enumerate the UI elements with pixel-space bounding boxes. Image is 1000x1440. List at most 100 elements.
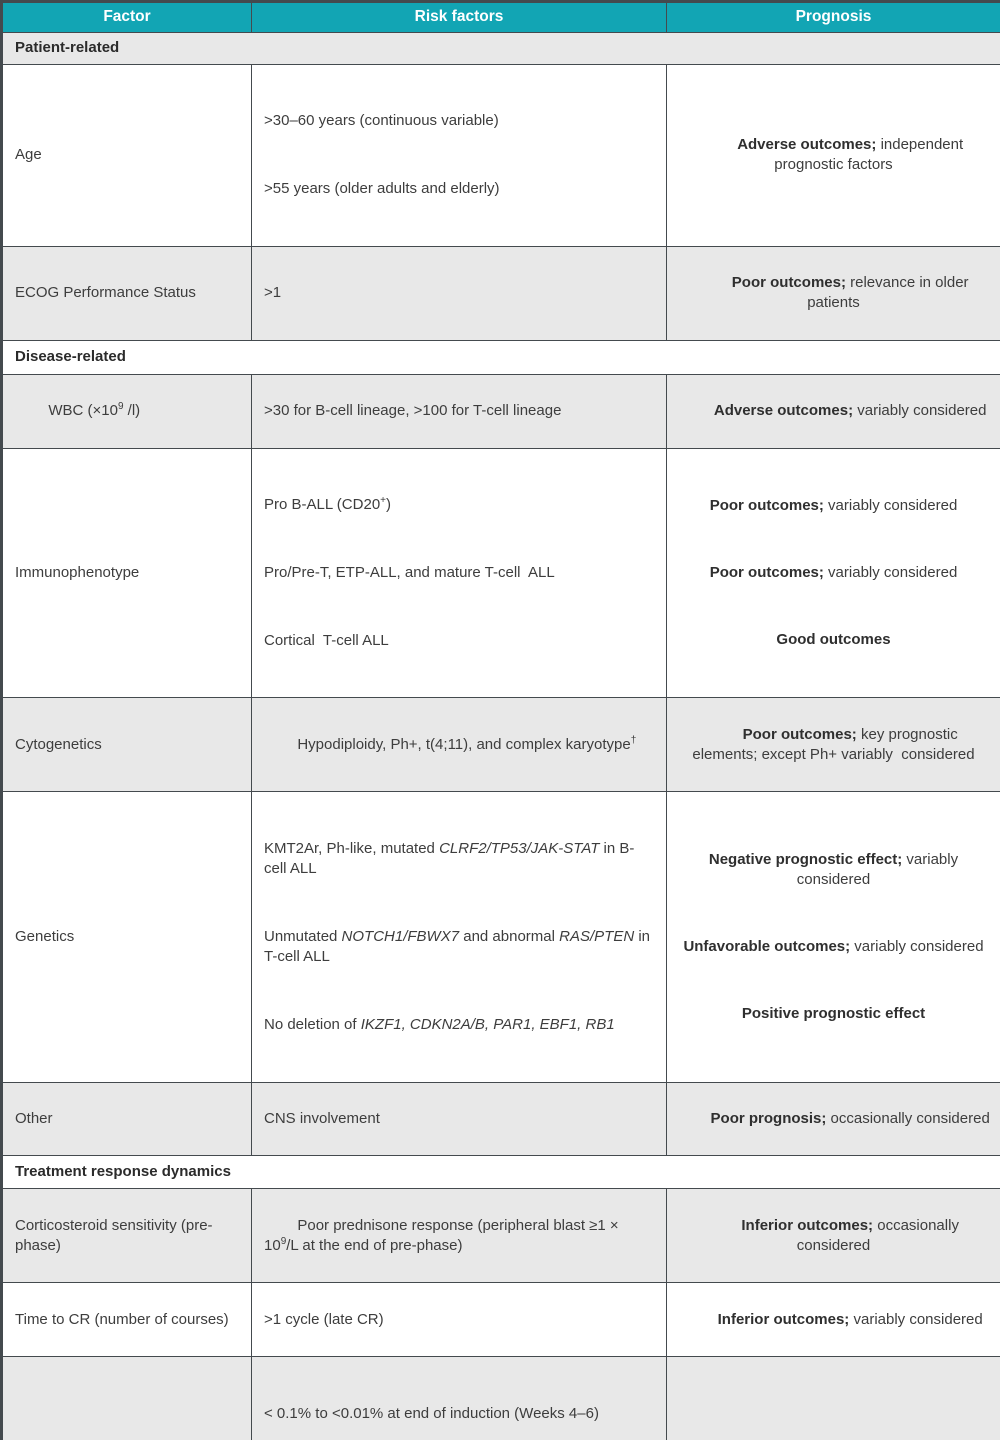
risk-text: ) — [386, 496, 391, 513]
gene-name: RAS/PTEN — [559, 928, 634, 945]
factor-cell: Genetics — [2, 792, 252, 1082]
risk-text: >1 — [264, 284, 281, 301]
factor-cell: Age — [2, 64, 252, 246]
prognosis-line: Negative prognostic effect; variably con… — [677, 850, 990, 891]
prognosis-detail: variably considered — [849, 1311, 982, 1328]
factor-label: WBC (×10 — [48, 402, 118, 419]
gene-name: CLRF2/TP53/JAK-STAT — [439, 840, 599, 857]
section-row-patient-related: Patient-related — [2, 32, 1000, 64]
risk-text: Pro B-ALL (CD20 — [264, 496, 380, 513]
prognosis-detail: variably considered — [824, 564, 957, 581]
table-row-ecog: ECOG Performance Status >1 Poor outcomes… — [2, 246, 1000, 340]
factor-label: Immunophenotype — [15, 564, 139, 581]
factor-cell: Corticosteroid sensitivity (pre-phase) — [2, 1189, 252, 1283]
factor-label: /l) — [124, 402, 141, 419]
risk-line: >55 years (older adults and elderly) — [264, 179, 654, 199]
prognosis-cell: Adverse outcomes; independent prognostic… — [667, 64, 1000, 246]
prognosis-detail: variably considered — [824, 497, 957, 514]
gene-name: NOTCH1/FBWX7 — [342, 928, 460, 945]
factor-cell: Immunophenotype — [2, 448, 252, 698]
dagger-footnote-mark: † — [631, 735, 637, 746]
risk-line: >30–60 years (continuous variable) — [264, 111, 654, 131]
risk-text: CNS involvement — [264, 1110, 380, 1127]
table-row-wbc: WBC (×109 /l) >30 for B-cell lineage, >1… — [2, 374, 1000, 448]
risk-cell: KMT2Ar, Ph-like, mutated CLRF2/TP53/JAK-… — [252, 792, 667, 1082]
factor-label: Other — [15, 1110, 53, 1127]
table-row-age: Age >30–60 years (continuous variable) >… — [2, 64, 1000, 246]
risk-cell: >30 for B-cell lineage, >100 for T-cell … — [252, 374, 667, 448]
factor-cell: Other — [2, 1082, 252, 1156]
risk-cell: >1 — [252, 246, 667, 340]
risk-cell: Poor prednisone response (peripheral bla… — [252, 1189, 667, 1283]
gene-name: IKZF1, CDKN2A/B, PAR1, EBF1, RB1 — [361, 1016, 615, 1033]
risk-text: >30 for B-cell lineage, >100 for T-cell … — [264, 402, 561, 419]
prognosis-cell: Inferior outcomes; variably considered — [667, 1283, 1000, 1357]
risk-cell: Pro B-ALL (CD20+) Pro/Pre-T, ETP-ALL, an… — [252, 448, 667, 698]
prognosis-emphasis: Inferior outcomes; — [718, 1311, 850, 1328]
risk-text: KMT2Ar, Ph-like, mutated — [264, 840, 439, 857]
table-row-corticosteroid: Corticosteroid sensitivity (pre-phase) P… — [2, 1189, 1000, 1283]
prognosis-emphasis: Unfavorable outcomes; — [683, 938, 850, 955]
risk-line: Unmutated NOTCH1/FBWX7 and abnormal RAS/… — [264, 927, 654, 968]
prognosis-emphasis: Poor outcomes; — [710, 564, 824, 581]
risk-cell: >1 cycle (late CR) — [252, 1283, 667, 1357]
factor-label: Genetics — [15, 928, 74, 945]
prognosis-emphasis: Poor prognosis; — [711, 1110, 827, 1127]
column-header-factor: Factor — [2, 2, 252, 33]
table-row-time-to-cr: Time to CR (number of courses) >1 cycle … — [2, 1283, 1000, 1357]
factor-label: Time to CR (number of courses) — [15, 1311, 229, 1328]
prognosis-cell: Poor outcomes; key prognostic elements; … — [667, 698, 1000, 792]
risk-cell: < 0.1% to <0.01% at end of induction (We… — [252, 1357, 667, 1440]
prognosis-cell: Good prognosis — [667, 1357, 1000, 1440]
factor-label: Age — [15, 146, 42, 163]
prognosis-cell: Inferior outcomes; occasionally consider… — [667, 1189, 1000, 1283]
table-row-mrd: MRD (using RQ-PCR) < 0.1% to <0.01% at e… — [2, 1357, 1000, 1440]
factor-cell: WBC (×109 /l) — [2, 374, 252, 448]
table-row-genetics: Genetics KMT2Ar, Ph-like, mutated CLRF2/… — [2, 792, 1000, 1082]
prognosis-detail: variably considered — [850, 938, 983, 955]
risk-line: KMT2Ar, Ph-like, mutated CLRF2/TP53/JAK-… — [264, 839, 654, 880]
prognosis-emphasis: Adverse outcomes; — [737, 136, 876, 153]
factor-label: Cytogenetics — [15, 736, 102, 753]
prognosis-emphasis: Poor outcomes; — [732, 274, 846, 291]
risk-cell: CNS involvement — [252, 1082, 667, 1156]
factor-cell: ECOG Performance Status — [2, 246, 252, 340]
section-row-disease-related: Disease-related — [2, 340, 1000, 374]
prognosis-line: Poor outcomes; variably considered — [677, 496, 990, 516]
prognosis-emphasis: Inferior outcomes; — [741, 1217, 873, 1234]
risk-line: < 0.1% to <0.01% at end of induction (We… — [264, 1404, 654, 1424]
prognosis-detail: variably considered — [853, 402, 986, 419]
section-title: Treatment response dynamics — [2, 1156, 1000, 1189]
column-header-prognosis: Prognosis — [667, 2, 1000, 33]
prognosis-cell: Poor outcomes; variably considered Poor … — [667, 448, 1000, 698]
table-header: Factor Risk factors Prognosis — [2, 2, 1000, 33]
risk-text: and abnormal — [459, 928, 559, 945]
factor-cell: MRD (using RQ-PCR) — [2, 1357, 252, 1440]
table-row-immunophenotype: Immunophenotype Pro B-ALL (CD20+) Pro/Pr… — [2, 448, 1000, 698]
factor-label: ECOG Performance Status — [15, 284, 196, 301]
prognosis-cell: Negative prognostic effect; variably con… — [667, 792, 1000, 1082]
prognosis-cell: Adverse outcomes; variably considered — [667, 374, 1000, 448]
prognosis-emphasis: Poor outcomes; — [743, 726, 857, 743]
factor-label: Corticosteroid sensitivity (pre-phase) — [15, 1217, 213, 1254]
risk-text: Unmutated — [264, 928, 342, 945]
table-row-other: Other CNS involvement Poor prognosis; oc… — [2, 1082, 1000, 1156]
section-row-treatment-response: Treatment response dynamics — [2, 1156, 1000, 1189]
factor-cell: Time to CR (number of courses) — [2, 1283, 252, 1357]
risk-text: >1 cycle (late CR) — [264, 1311, 384, 1328]
table-row-cytogenetics: Cytogenetics Hypodiploidy, Ph+, t(4;11),… — [2, 698, 1000, 792]
prognosis-cell: Poor outcomes; relevance in older patien… — [667, 246, 1000, 340]
header-row: Factor Risk factors Prognosis — [2, 2, 1000, 33]
prognosis-emphasis: Poor outcomes; — [710, 497, 824, 514]
risk-text: /L at the end of pre-phase) — [286, 1237, 462, 1254]
risk-line: Pro B-ALL (CD20+) — [264, 495, 654, 515]
prognosis-emphasis: Positive prognostic effect — [742, 1005, 925, 1022]
factor-cell: Cytogenetics — [2, 698, 252, 792]
prognosis-detail: occasionally considered — [826, 1110, 989, 1127]
risk-line: No deletion of IKZF1, CDKN2A/B, PAR1, EB… — [264, 1015, 654, 1035]
risk-cell: >30–60 years (continuous variable) >55 y… — [252, 64, 667, 246]
section-title: Disease-related — [2, 340, 1000, 374]
prognosis-emphasis: Negative prognostic effect; — [709, 851, 902, 868]
risk-line: Pro/Pre-T, ETP-ALL, and mature T-cell AL… — [264, 563, 654, 583]
